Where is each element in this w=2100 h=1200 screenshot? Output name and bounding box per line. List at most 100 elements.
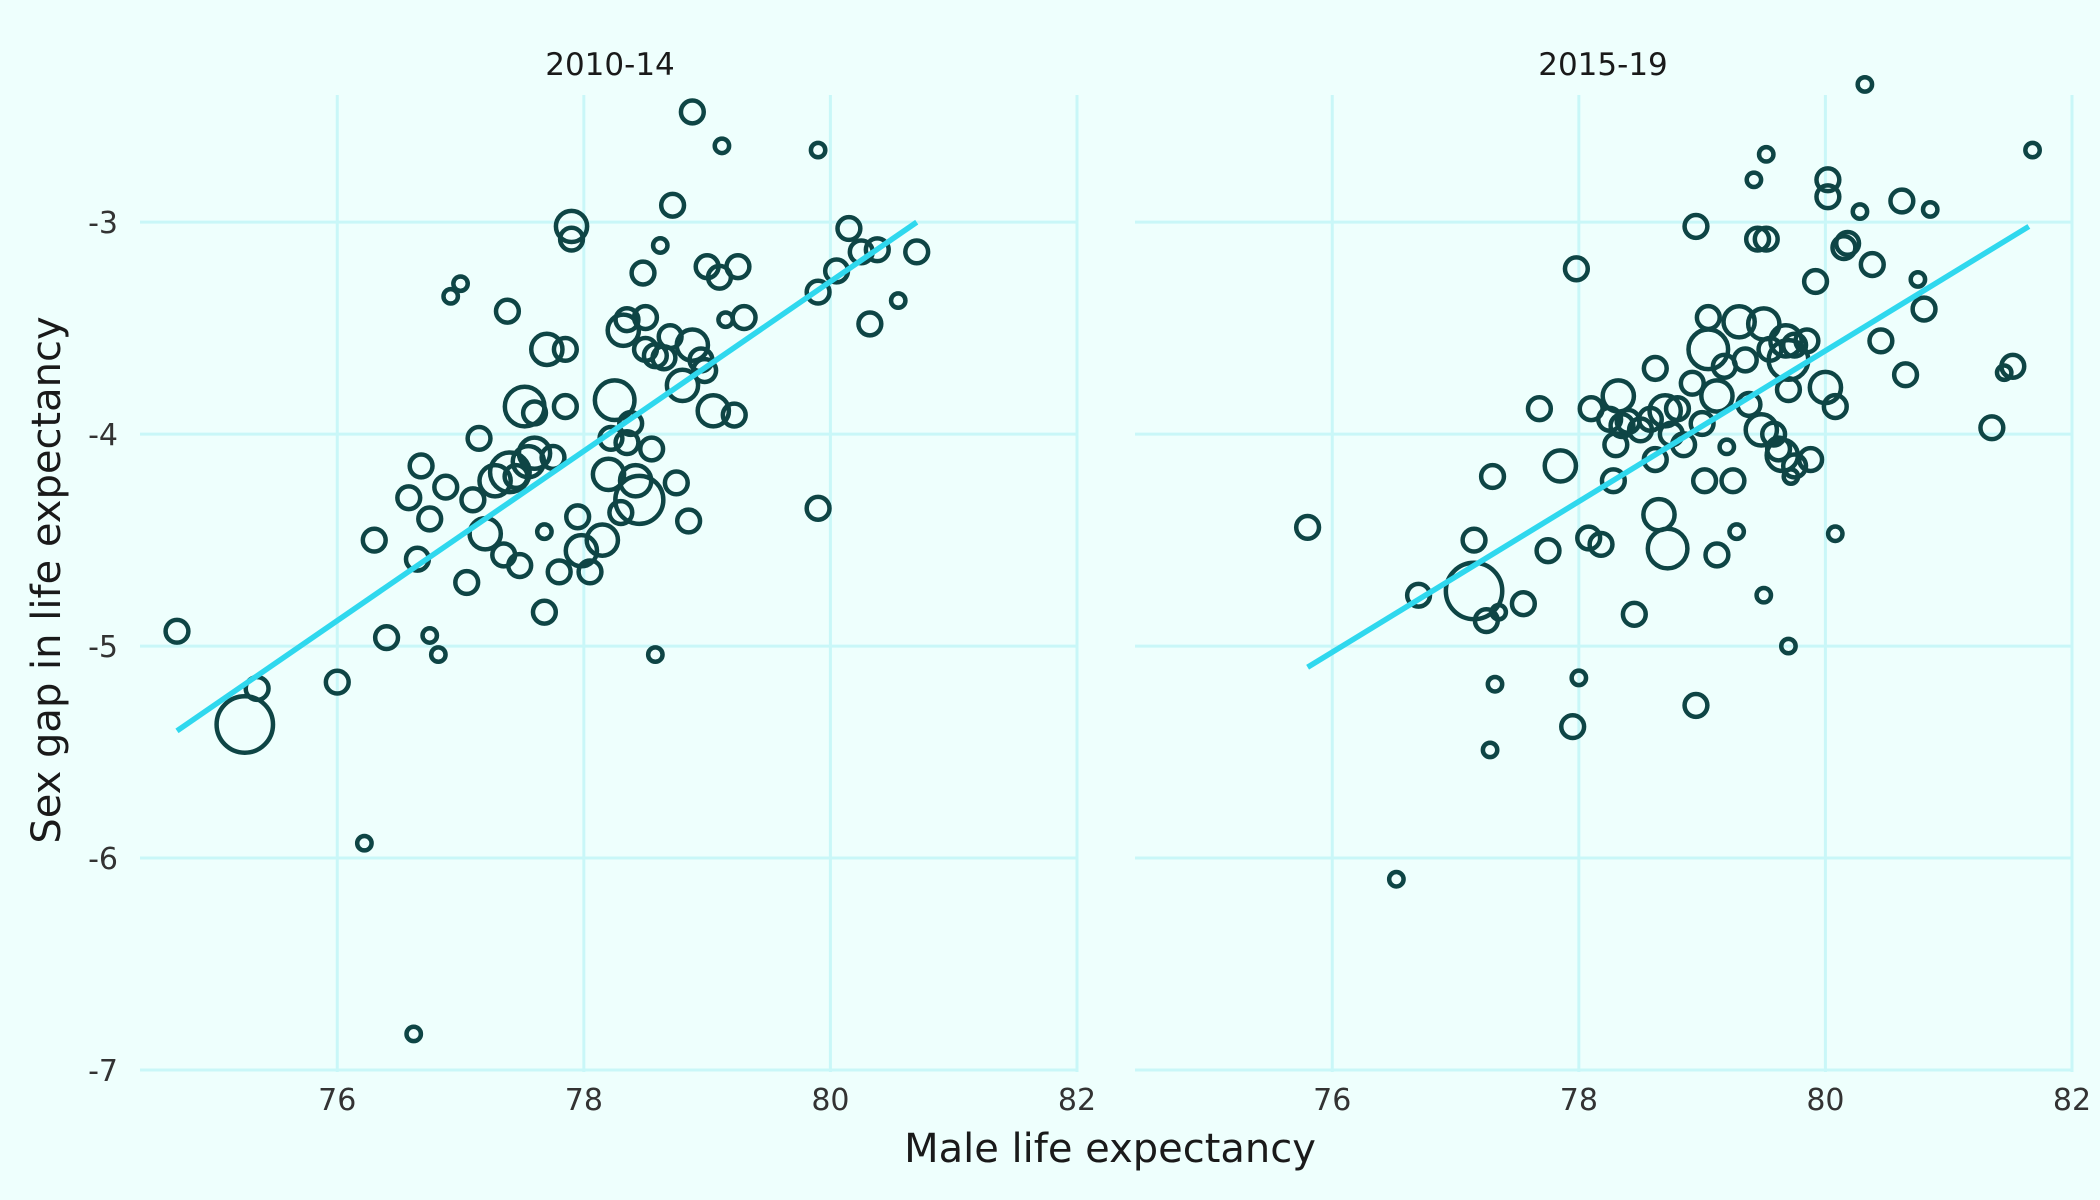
data-point — [584, 522, 621, 558]
data-point — [1743, 225, 1772, 253]
data-point — [1759, 420, 1788, 448]
data-point — [530, 598, 559, 626]
panel-left-strip-label: 2010-14 — [545, 47, 675, 83]
data-point — [592, 378, 637, 423]
data-point — [576, 558, 604, 586]
data-point — [1855, 74, 1875, 94]
data-point — [1858, 250, 1886, 279]
data-point — [691, 356, 719, 385]
data-point — [658, 191, 687, 219]
data-point — [1694, 303, 1722, 332]
data-point — [674, 507, 703, 535]
data-point — [1814, 183, 1842, 211]
data-point — [1686, 327, 1731, 372]
data-point — [1994, 363, 2014, 383]
data-point — [1743, 412, 1780, 448]
data-point — [605, 312, 642, 349]
data-point — [645, 645, 665, 665]
data-point — [1814, 166, 1842, 194]
data-point — [404, 1024, 424, 1044]
data-point — [1888, 187, 1916, 215]
data-point — [1641, 496, 1677, 533]
data-point — [1721, 303, 1757, 340]
data-point — [1682, 691, 1710, 720]
data-point — [835, 214, 863, 243]
data-point — [1688, 409, 1716, 438]
data-point — [534, 522, 554, 542]
panel-right-grid — [1135, 95, 2074, 1072]
data-point — [163, 617, 191, 645]
y-tick-label: -7 — [88, 1054, 118, 1089]
data-point — [539, 443, 567, 472]
data-point — [1489, 602, 1509, 622]
data-point — [590, 456, 627, 493]
panel-right: 2015-19 76 78 80 82 — [1135, 47, 2091, 1118]
y-tick-label: -6 — [88, 842, 118, 877]
y-tick-label: -3 — [88, 206, 118, 241]
x-tick-label: 80 — [811, 1083, 849, 1118]
panel-left-points — [163, 98, 931, 1044]
data-point — [1485, 674, 1505, 694]
data-point — [695, 392, 732, 429]
panel-right-strip-label: 2015-19 — [1538, 47, 1668, 83]
data-point — [1978, 414, 2006, 442]
data-point — [1682, 212, 1710, 241]
data-point — [1830, 233, 1858, 262]
x-tick-label: 82 — [2053, 1083, 2091, 1118]
data-point — [493, 297, 522, 325]
data-point — [516, 435, 553, 472]
data-point — [520, 399, 549, 427]
data-point — [1801, 267, 1830, 296]
data-point — [1850, 202, 1870, 222]
data-point — [1833, 229, 1862, 258]
data-point — [1731, 346, 1759, 374]
panel-left: 2010-14 76 78 80 82 -7 -6 -5 -4 -3 — [88, 47, 1096, 1118]
data-point — [724, 253, 752, 281]
data-point — [863, 236, 891, 264]
data-point — [432, 473, 460, 501]
data-point — [662, 469, 690, 497]
x-tick-label: 76 — [318, 1083, 356, 1118]
y-tick-label: -5 — [88, 630, 118, 665]
data-point — [674, 327, 711, 363]
data-point — [712, 136, 732, 156]
data-point — [903, 238, 931, 266]
data-point — [1744, 170, 1764, 190]
data-point — [1999, 352, 2027, 380]
data-point — [613, 428, 641, 457]
data-point — [1699, 378, 1735, 414]
data-point — [1525, 395, 1554, 423]
x-tick-label: 80 — [1806, 1083, 1844, 1118]
data-point — [613, 306, 641, 334]
data-point — [551, 392, 579, 421]
data-point — [1386, 869, 1406, 889]
data-point — [459, 486, 487, 514]
data-point — [420, 626, 440, 645]
data-point — [1756, 144, 1776, 164]
data-point — [465, 424, 493, 453]
data-point — [1727, 522, 1747, 542]
data-point — [1768, 323, 1804, 359]
data-point — [453, 568, 481, 597]
data-point — [451, 274, 471, 294]
data-point — [1559, 712, 1587, 741]
data-point — [1620, 600, 1648, 628]
data-point — [1920, 200, 1940, 219]
data-point — [360, 526, 388, 554]
data-point — [557, 225, 586, 253]
data-point — [407, 452, 435, 480]
data-point — [354, 833, 374, 853]
data-point — [1478, 462, 1507, 491]
data-point — [477, 462, 513, 499]
x-tick-label: 78 — [565, 1083, 603, 1118]
data-point — [1534, 537, 1562, 565]
data-point — [506, 551, 534, 580]
data-point — [214, 694, 276, 755]
data-point — [2023, 140, 2042, 160]
data-point — [1569, 668, 1589, 688]
data-point — [553, 208, 590, 245]
data-point — [1460, 526, 1488, 554]
data-point — [372, 623, 401, 652]
panel-left-trend-line — [175, 219, 919, 734]
